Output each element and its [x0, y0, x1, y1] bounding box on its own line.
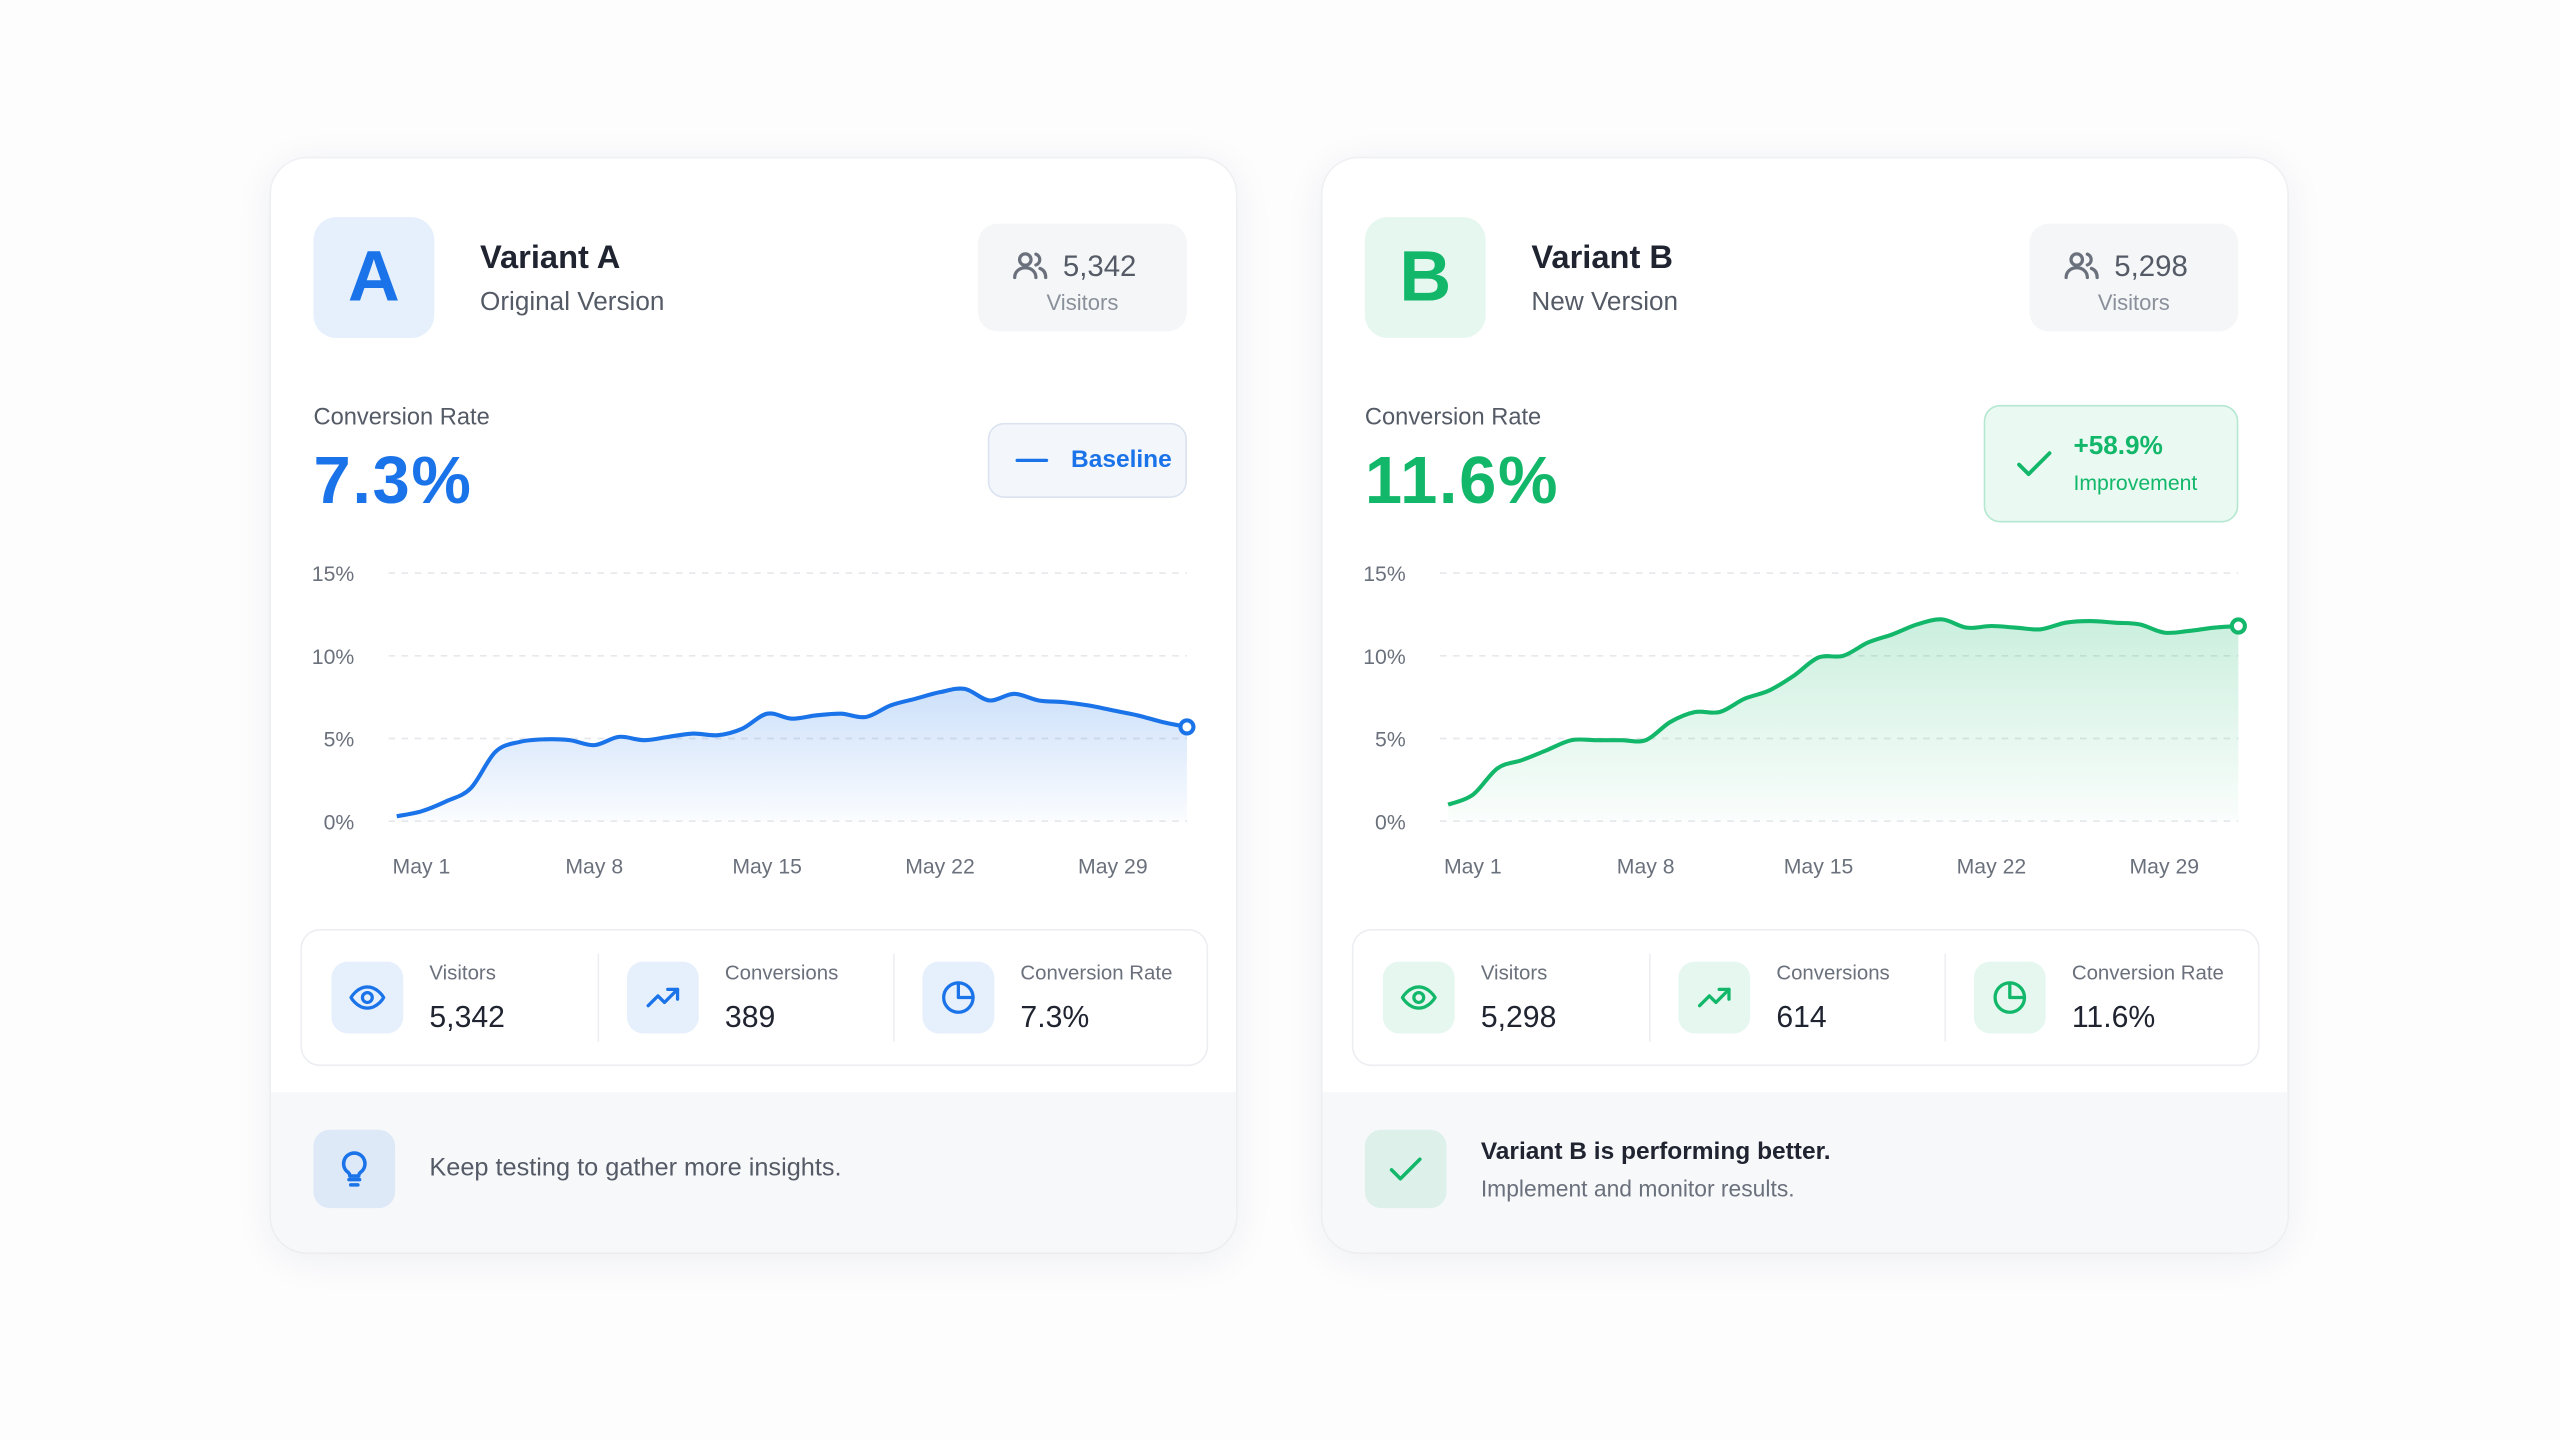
rate-label: Conversion Rate [1364, 404, 1542, 432]
footer: Variant B is performing better. Implement… [1322, 1092, 2288, 1253]
line-area [1448, 619, 2239, 822]
stat-value: 11.6% [2071, 999, 2156, 1034]
eye-icon [349, 985, 386, 1010]
variant-title: Variant A [479, 239, 621, 276]
divider [597, 953, 600, 1042]
check-icon [1389, 1157, 1422, 1181]
divider [893, 953, 895, 1042]
footer-icon [313, 1129, 396, 1209]
check-icon [2017, 451, 2052, 477]
x-tick-label: May 29 [1078, 855, 1148, 878]
badge-value: +58.9% [2073, 432, 2163, 461]
badge-label: Baseline [1071, 445, 1172, 474]
improvement-badge: +58.9% Improvement [1983, 404, 2239, 523]
rate-value: 7.3% [313, 442, 473, 518]
visitors-value: 5,298 [2114, 249, 2188, 283]
stat-label: Visitors [1480, 961, 1548, 985]
eye-icon [1400, 985, 1437, 1010]
stat-label: Conversions [724, 961, 839, 985]
footer-icon [1364, 1129, 1447, 1209]
divider [1648, 953, 1651, 1042]
variant-title: Variant B [1531, 239, 1673, 276]
stat-value: 7.3% [1020, 999, 1090, 1034]
stat-icon [331, 961, 404, 1034]
y-tick-label: 5% [1375, 729, 1406, 752]
y-tick-label: 0% [1375, 811, 1406, 834]
divider [1944, 953, 1947, 1042]
end-point [1178, 718, 1196, 736]
visitors-pill: 5,342 Visitors [977, 223, 1187, 332]
stats-box: Visitors 5,342 Conversions 389 Conversion Ra… [300, 928, 1209, 1067]
x-tick-label: May 8 [565, 855, 623, 878]
y-tick-label: 15% [1363, 563, 1406, 586]
y-tick-label: 15% [312, 563, 355, 586]
visitors-label: Visitors [1046, 290, 1119, 316]
line [396, 686, 1188, 819]
x-tick-label: May 1 [393, 855, 451, 878]
bulb-icon [341, 1151, 367, 1187]
baseline-badge: Baseline [987, 422, 1187, 498]
x-tick-label: May 15 [1784, 855, 1854, 878]
x-tick-label: May 1 [1444, 855, 1502, 878]
footer-text: Implement and monitor results. [1480, 1175, 1795, 1202]
y-tick-label: 10% [312, 646, 355, 669]
variant-card: A Variant A Original Version 5,342 Visitors C… [271, 158, 1236, 1253]
dash-icon [1015, 458, 1049, 463]
visitors-pill: 5,298 Visitors [2029, 223, 2239, 332]
stat-label: Conversion Rate [1020, 961, 1173, 985]
pie-icon [942, 981, 975, 1014]
footer-title: Variant B is performing better. [1480, 1137, 1831, 1166]
variant-card: B Variant B New Version 5,298 Visitors Conver… [1322, 158, 2288, 1253]
x-tick-label: May 29 [2129, 855, 2199, 878]
people-icon [1013, 252, 1048, 280]
pie-icon [1993, 981, 2027, 1014]
stat-icon [922, 961, 995, 1034]
conversion-chart: 0% 5% 10% 15% May 1 May 8 May 15 May 22 May 29 [1363, 563, 2247, 878]
stat-value: 389 [724, 999, 776, 1034]
line-area [396, 688, 1187, 822]
variant-letter: B [1364, 217, 1486, 338]
y-tick-label: 10% [1363, 646, 1406, 669]
people-icon [2064, 252, 2099, 280]
stat-icon [1973, 961, 2046, 1034]
x-tick-label: May 15 [732, 855, 802, 878]
conversion-chart: 0% 5% 10% 15% May 1 May 8 May 15 May 22 May 29 [312, 563, 1196, 878]
x-tick-label: May 8 [1617, 855, 1675, 878]
stat-label: Visitors [429, 961, 496, 985]
footer: Keep testing to gather more insights. [271, 1092, 1236, 1253]
rate-label: Conversion Rate [313, 404, 490, 432]
x-tick-label: May 22 [1957, 855, 2027, 878]
stat-value: 614 [1776, 999, 1827, 1034]
x-tick-label: May 22 [905, 855, 975, 878]
end-point [2229, 617, 2247, 635]
visitors-value: 5,342 [1062, 249, 1137, 283]
stats-box: Visitors 5,298 Conversions 614 Conversion Ra… [1351, 928, 2260, 1067]
footer-text: Keep testing to gather more insights. [429, 1154, 842, 1183]
line [1447, 617, 2239, 807]
y-tick-label: 5% [324, 729, 355, 752]
variant-subtitle: Original Version [479, 288, 665, 317]
stat-label: Conversions [1776, 961, 1890, 985]
variant-letter: A [313, 217, 435, 338]
trend-icon [646, 987, 680, 1008]
badge-label: Improvement [2073, 470, 2198, 495]
variant-subtitle: New Version [1531, 288, 1679, 317]
y-tick-label: 0% [324, 811, 355, 834]
stat-value: 5,298 [1480, 999, 1557, 1034]
stat-label: Conversion Rate [2071, 961, 2224, 985]
stat-icon [1678, 961, 1751, 1034]
stat-value: 5,342 [429, 999, 505, 1034]
stat-icon [626, 961, 699, 1034]
visitors-label: Visitors [2097, 290, 2170, 316]
rate-value: 11.6% [1364, 442, 1560, 518]
stat-icon [1382, 961, 1455, 1034]
trend-icon [1697, 987, 1731, 1008]
